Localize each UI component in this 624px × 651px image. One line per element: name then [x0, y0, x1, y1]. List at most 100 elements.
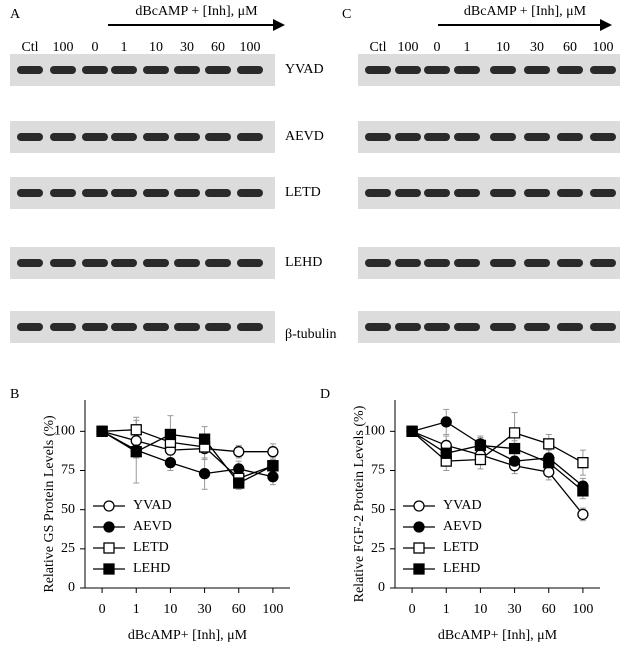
- band: [424, 133, 450, 141]
- band: [557, 323, 583, 331]
- band: [395, 259, 421, 267]
- point: [164, 457, 177, 469]
- band: [590, 189, 616, 197]
- point: [577, 508, 589, 521]
- y-tick-label: 25: [371, 541, 385, 556]
- band-label: LEHD: [285, 255, 322, 270]
- legend-label: YVAD: [443, 498, 482, 513]
- x-tick-label: 100: [572, 602, 593, 617]
- band: [557, 189, 583, 197]
- arrow-head: [273, 19, 285, 31]
- band: [590, 259, 616, 267]
- band: [50, 259, 76, 267]
- series-line: [102, 429, 274, 480]
- series-line: [101, 430, 274, 484]
- band: [490, 323, 516, 331]
- band-label: YVAD: [285, 62, 324, 77]
- point: [233, 477, 245, 489]
- band: [205, 189, 231, 197]
- band: [365, 323, 391, 331]
- band: [557, 66, 583, 74]
- band: [365, 66, 391, 74]
- band: [454, 323, 480, 331]
- y-tick-label: 0: [378, 580, 385, 595]
- band-label: LETD: [285, 185, 321, 200]
- lane-label: 30: [180, 40, 194, 55]
- band: [590, 133, 616, 141]
- band: [17, 133, 43, 141]
- band: [524, 66, 550, 74]
- band: [50, 323, 76, 331]
- legend-label: LEHD: [133, 561, 170, 576]
- legend-label: LETD: [133, 540, 169, 555]
- point: [474, 453, 487, 466]
- lane-label: 1: [121, 40, 128, 55]
- band: [143, 259, 169, 267]
- point: [508, 427, 521, 439]
- band: [237, 66, 263, 74]
- band: [82, 259, 108, 267]
- lane-label: Ctl: [369, 40, 386, 55]
- legend-marker: [103, 500, 115, 512]
- band: [524, 133, 550, 141]
- point: [233, 446, 245, 458]
- blot-strip: [10, 54, 275, 86]
- y-axis-label: Relative GS Protein Levels (%): [42, 415, 57, 593]
- band: [524, 189, 550, 197]
- band: [395, 66, 421, 74]
- band: [424, 259, 450, 267]
- band: [454, 66, 480, 74]
- point: [164, 428, 177, 441]
- band: [365, 189, 391, 197]
- lane-label: Ctl: [21, 40, 38, 55]
- point: [267, 460, 279, 472]
- band: [205, 66, 231, 74]
- band: [395, 133, 421, 141]
- lane-label: 10: [496, 40, 510, 55]
- band: [50, 66, 76, 74]
- panel-label: D: [320, 387, 330, 402]
- x-tick-label: 10: [473, 602, 487, 617]
- band: [174, 133, 200, 141]
- band: [454, 133, 480, 141]
- blot-strip: [10, 247, 275, 279]
- band: [111, 259, 137, 267]
- lane-label: 100: [240, 40, 261, 55]
- point: [198, 433, 211, 445]
- band: [590, 323, 616, 331]
- band: [174, 189, 200, 197]
- band: [111, 189, 137, 197]
- band: [490, 259, 516, 267]
- band: [424, 66, 450, 74]
- band: [490, 133, 516, 141]
- x-tick-label: 1: [443, 602, 450, 617]
- band: [524, 259, 550, 267]
- y-tick-label: 0: [68, 580, 75, 595]
- series-line: [411, 430, 584, 464]
- band: [454, 259, 480, 267]
- band: [17, 323, 43, 331]
- band: [590, 66, 616, 74]
- band: [143, 189, 169, 197]
- legend-marker: [413, 542, 425, 554]
- panel-label: B: [10, 387, 19, 402]
- band-label: β-tubulin: [285, 327, 336, 342]
- band: [143, 133, 169, 141]
- lane-label: 1: [464, 40, 471, 55]
- lane-label: 0: [434, 40, 441, 55]
- band: [454, 189, 480, 197]
- legend-marker: [103, 542, 115, 554]
- blot-strip: [10, 121, 275, 153]
- x-tick-label: 1: [133, 602, 140, 617]
- band: [82, 323, 108, 331]
- band: [17, 189, 43, 197]
- band: [237, 259, 263, 267]
- band: [237, 323, 263, 331]
- band: [490, 189, 516, 197]
- point: [198, 467, 211, 480]
- lane-label: 100: [53, 40, 74, 55]
- lane-label: 60: [563, 40, 577, 55]
- band: [111, 66, 137, 74]
- point: [577, 485, 589, 497]
- point: [130, 435, 142, 447]
